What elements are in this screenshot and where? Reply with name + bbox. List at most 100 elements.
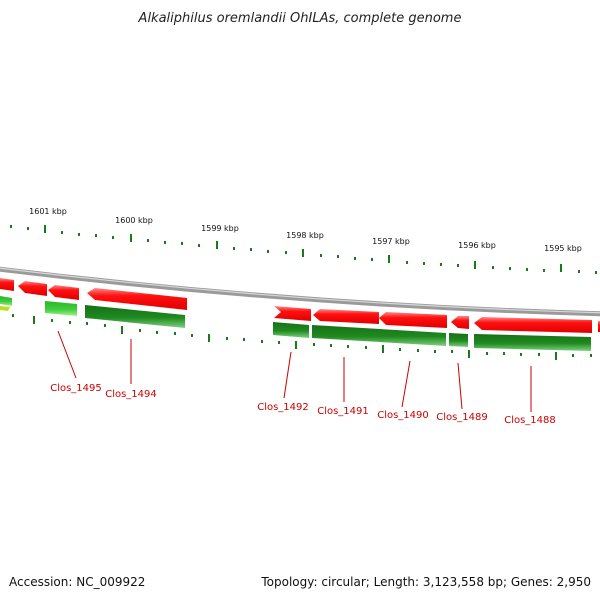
tick-mark <box>572 354 574 357</box>
tick-mark <box>216 241 218 249</box>
forward-gene-arrow <box>87 288 187 310</box>
kbp-label: 1595 kbp <box>544 244 582 253</box>
tick-mark <box>555 352 557 360</box>
tick-mark <box>399 348 401 351</box>
genome-backbone-highlight <box>0 267 600 314</box>
tick-mark <box>526 268 528 271</box>
forward-gene-arrow <box>48 285 79 300</box>
tick-mark <box>261 340 263 343</box>
tick-mark <box>69 321 71 324</box>
tick-mark <box>61 231 63 234</box>
reverse-gene-bar <box>85 305 185 328</box>
tick-mark <box>147 239 149 242</box>
tick-mark <box>295 341 297 349</box>
forward-gene-arrow <box>274 306 311 321</box>
gene-labels: Clos_1495 Clos_1494 Clos_1492 Clos_1491 … <box>50 383 556 426</box>
leader-line <box>401 360 411 408</box>
genome-backbone <box>0 266 600 317</box>
tick-mark <box>95 234 97 237</box>
tick-mark <box>440 263 442 266</box>
tick-mark <box>509 267 511 270</box>
tick-mark <box>130 234 132 242</box>
tick-mark <box>191 334 193 337</box>
tick-mark <box>492 266 494 269</box>
inner-tick-row <box>12 314 592 360</box>
gene-label[interactable]: Clos_1492 <box>257 402 309 413</box>
gene-label[interactable]: Clos_1495 <box>50 383 102 394</box>
tick-mark <box>267 250 269 253</box>
kbp-labels: 1601 kbp 1600 kbp 1599 kbp 1598 kbp 1597… <box>29 207 582 253</box>
forward-gene-arrow <box>451 316 469 329</box>
tick-mark <box>354 257 356 260</box>
tick-mark <box>543 269 545 272</box>
gene-label[interactable]: Clos_1490 <box>377 410 429 421</box>
tick-mark <box>181 242 183 245</box>
reverse-gene-bar <box>45 301 77 316</box>
tick-mark <box>371 258 373 261</box>
tick-mark <box>121 326 123 334</box>
tick-mark <box>233 247 235 250</box>
tick-mark <box>78 233 80 236</box>
tick-mark <box>104 324 106 327</box>
tick-mark <box>139 329 141 332</box>
tick-mark <box>278 341 280 344</box>
tick-mark <box>406 261 408 264</box>
forward-gene-arrow <box>0 278 14 291</box>
tick-mark <box>520 353 522 356</box>
tick-mark <box>302 249 304 257</box>
tick-mark <box>174 332 176 335</box>
tick-mark <box>27 227 29 230</box>
gene-label[interactable]: Clos_1494 <box>105 389 157 400</box>
kbp-label: 1599 kbp <box>201 224 239 233</box>
tick-mark <box>285 251 287 254</box>
tick-mark <box>156 331 158 334</box>
tick-mark <box>382 345 384 353</box>
tick-mark <box>337 255 339 258</box>
tick-mark <box>226 337 228 340</box>
tick-mark <box>538 353 540 356</box>
tick-mark <box>243 338 245 341</box>
tick-mark <box>474 261 476 269</box>
tick-mark <box>560 264 562 272</box>
forward-strand-genes <box>0 278 600 333</box>
tick-mark <box>503 352 505 355</box>
reverse-gene-bar <box>312 325 446 346</box>
accession-text: Accession: NC_009922 <box>9 575 145 589</box>
reverse-gene-bar <box>0 296 12 306</box>
reverse-gene-bar <box>273 322 309 338</box>
reverse-gene-bar <box>0 306 10 311</box>
tick-mark <box>51 319 53 322</box>
tick-mark <box>423 262 425 265</box>
forward-gene-arrow <box>379 312 447 328</box>
tick-mark <box>451 350 453 353</box>
tick-mark <box>250 248 252 251</box>
tick-mark <box>33 316 35 324</box>
tick-mark <box>112 236 114 239</box>
tick-mark <box>86 322 88 325</box>
forward-gene-arrow <box>18 281 47 296</box>
label-leaders <box>57 330 532 412</box>
tick-mark <box>347 345 349 348</box>
gene-label[interactable]: Clos_1491 <box>317 406 369 417</box>
leader-line <box>57 330 77 379</box>
gene-label[interactable]: Clos_1489 <box>436 412 488 423</box>
forward-gene-arrow <box>474 317 592 333</box>
gene-label[interactable]: Clos_1488 <box>504 415 556 426</box>
tick-mark <box>388 255 390 263</box>
tick-mark <box>198 244 200 247</box>
kbp-label: 1596 kbp <box>458 241 496 250</box>
tick-mark <box>590 354 592 357</box>
tick-mark <box>10 225 12 228</box>
kbp-label: 1601 kbp <box>29 207 67 216</box>
tick-mark <box>320 254 322 257</box>
kbp-label: 1600 kbp <box>115 216 153 225</box>
kbp-label: 1598 kbp <box>286 231 324 240</box>
tick-mark <box>417 349 419 352</box>
tick-mark <box>365 346 367 349</box>
tick-mark <box>468 350 470 358</box>
genome-summary-text: Topology: circular; Length: 3,123,558 bp… <box>260 575 591 589</box>
tick-mark <box>330 344 332 347</box>
tick-mark <box>164 241 166 244</box>
reverse-strand-genes <box>0 296 591 351</box>
